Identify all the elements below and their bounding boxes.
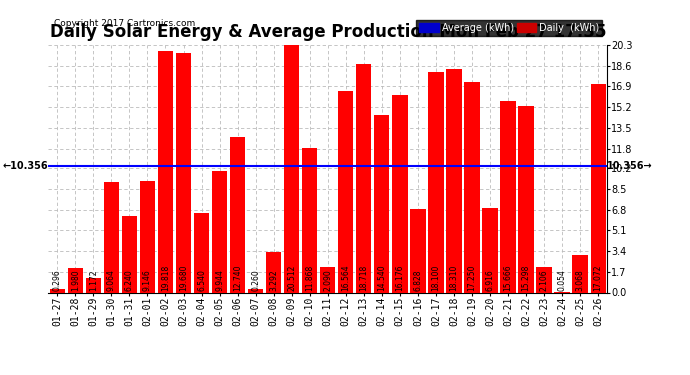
Text: Copyright 2017 Cartronics.com: Copyright 2017 Cartronics.com [54, 19, 195, 28]
Text: 6.540: 6.540 [197, 269, 206, 291]
Text: 12.740: 12.740 [233, 264, 242, 291]
Text: 20.512: 20.512 [287, 264, 296, 291]
Text: 0.054: 0.054 [558, 269, 566, 291]
Text: 1.980: 1.980 [71, 269, 80, 291]
Bar [230, 137, 245, 292]
Text: 6.916: 6.916 [486, 269, 495, 291]
Bar [338, 90, 353, 292]
Text: 17.250: 17.250 [468, 264, 477, 291]
Bar [428, 72, 444, 292]
Bar [176, 53, 191, 292]
Legend: Average (kWh), Daily  (kWh): Average (kWh), Daily (kWh) [417, 20, 602, 36]
Bar [158, 51, 173, 292]
Bar [320, 267, 335, 292]
Bar [518, 106, 534, 292]
Title: Daily Solar Energy & Average Production Mon Feb 27 17:35: Daily Solar Energy & Average Production … [50, 22, 606, 40]
Text: 15.298: 15.298 [522, 264, 531, 291]
Text: 15.666: 15.666 [504, 264, 513, 291]
Bar [121, 216, 137, 292]
Bar [591, 84, 606, 292]
Bar [194, 213, 209, 292]
Bar [446, 69, 462, 292]
Text: 11.868: 11.868 [305, 264, 314, 291]
Bar [536, 267, 552, 292]
Bar [573, 255, 588, 292]
Bar [104, 182, 119, 292]
Bar [248, 290, 264, 292]
Text: 3.068: 3.068 [575, 269, 584, 291]
Text: 18.310: 18.310 [449, 264, 458, 291]
Text: 19.818: 19.818 [161, 264, 170, 291]
Text: 6.828: 6.828 [413, 269, 422, 291]
Text: 0.260: 0.260 [251, 269, 260, 291]
Text: 2.090: 2.090 [323, 269, 333, 291]
Text: 18.100: 18.100 [431, 264, 440, 291]
Text: 6.240: 6.240 [125, 269, 134, 291]
Bar [284, 42, 299, 292]
Text: 0.296: 0.296 [53, 269, 62, 291]
Text: 18.718: 18.718 [359, 264, 368, 291]
Bar [302, 148, 317, 292]
Text: 16.564: 16.564 [342, 264, 351, 291]
Text: 19.680: 19.680 [179, 264, 188, 291]
Text: 10.356→: 10.356→ [607, 161, 653, 171]
Bar [212, 171, 227, 292]
Bar [464, 82, 480, 292]
Bar [266, 252, 282, 292]
Text: 9.064: 9.064 [107, 269, 116, 291]
Text: 16.176: 16.176 [395, 264, 404, 291]
Text: 3.292: 3.292 [269, 269, 278, 291]
Bar [411, 209, 426, 292]
Bar [68, 268, 83, 292]
Bar [482, 208, 497, 292]
Text: ←10.356: ←10.356 [3, 161, 48, 171]
Bar [500, 102, 515, 292]
Bar [374, 115, 389, 292]
Text: 9.146: 9.146 [143, 269, 152, 291]
Text: 14.540: 14.540 [377, 264, 386, 291]
Bar [392, 95, 408, 292]
Text: 1.172: 1.172 [89, 269, 98, 291]
Bar [50, 289, 65, 292]
Bar [356, 64, 371, 292]
Bar [140, 181, 155, 292]
Bar [86, 278, 101, 292]
Text: 2.106: 2.106 [540, 269, 549, 291]
Text: 9.944: 9.944 [215, 269, 224, 291]
Text: 17.072: 17.072 [593, 264, 602, 291]
